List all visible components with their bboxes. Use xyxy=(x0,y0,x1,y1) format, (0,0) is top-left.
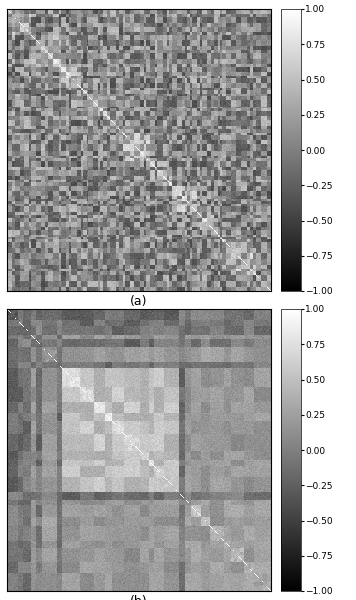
X-axis label: (a): (a) xyxy=(130,295,148,308)
X-axis label: (b): (b) xyxy=(130,595,148,600)
